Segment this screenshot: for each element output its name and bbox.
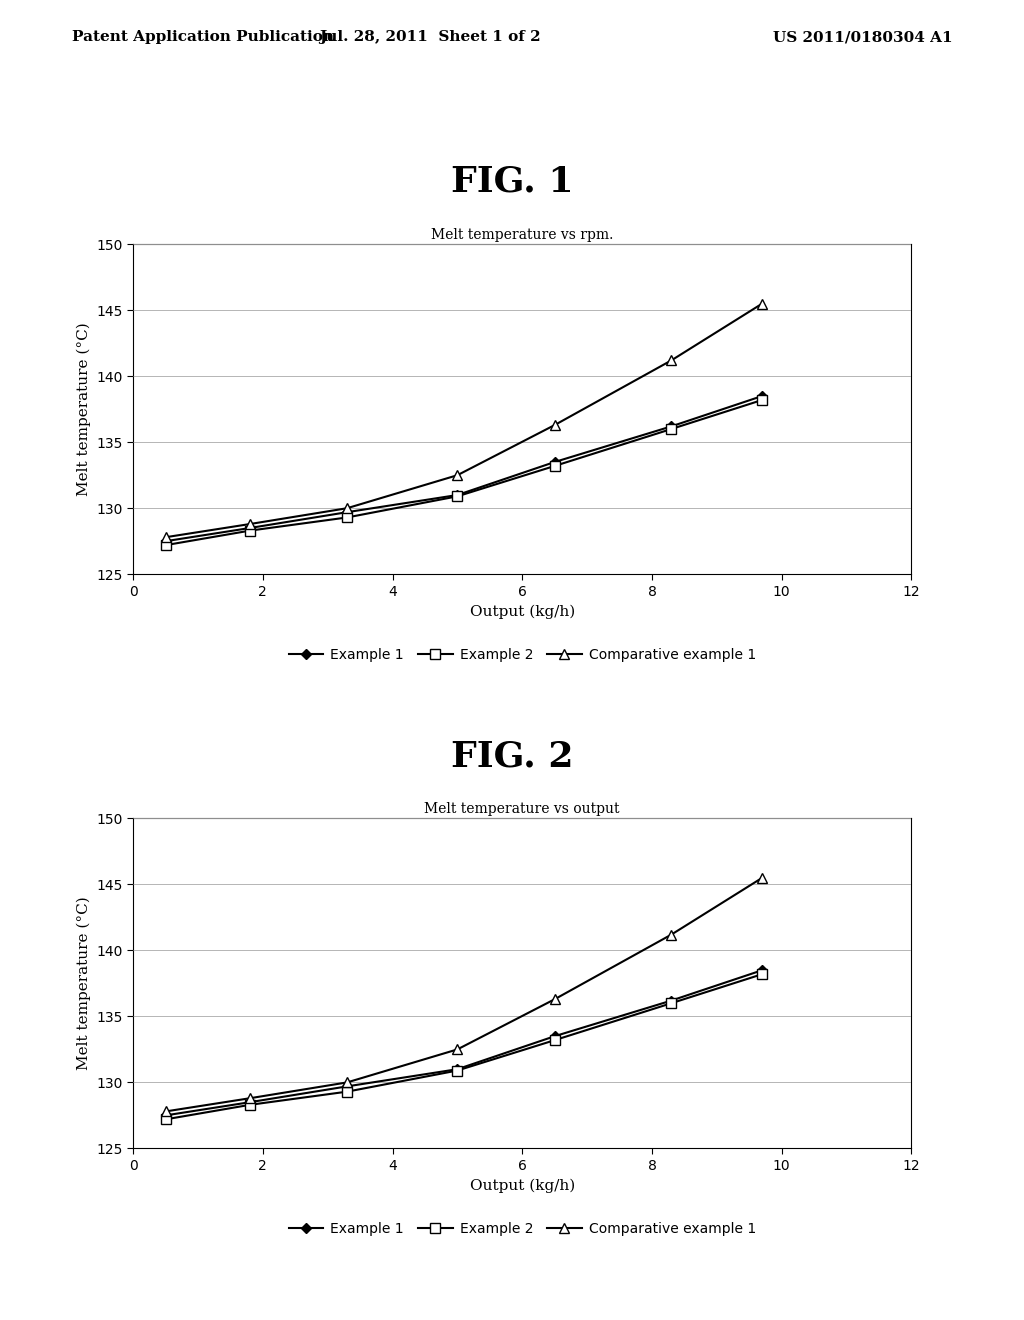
X-axis label: Output (kg/h): Output (kg/h): [470, 1179, 574, 1193]
Title: Melt temperature vs rpm.: Melt temperature vs rpm.: [431, 227, 613, 242]
X-axis label: Output (kg/h): Output (kg/h): [470, 605, 574, 619]
Text: FIG. 1: FIG. 1: [451, 165, 573, 199]
Text: Jul. 28, 2011  Sheet 1 of 2: Jul. 28, 2011 Sheet 1 of 2: [319, 30, 541, 45]
Legend: Example 1, Example 2, Comparative example 1: Example 1, Example 2, Comparative exampl…: [283, 643, 762, 668]
Title: Melt temperature vs output: Melt temperature vs output: [425, 801, 620, 816]
Y-axis label: Melt temperature (°C): Melt temperature (°C): [77, 322, 91, 496]
Legend: Example 1, Example 2, Comparative example 1: Example 1, Example 2, Comparative exampl…: [283, 1217, 762, 1242]
Text: Patent Application Publication: Patent Application Publication: [72, 30, 334, 45]
Y-axis label: Melt temperature (°C): Melt temperature (°C): [77, 896, 91, 1071]
Text: FIG. 2: FIG. 2: [451, 739, 573, 774]
Text: US 2011/0180304 A1: US 2011/0180304 A1: [773, 30, 952, 45]
